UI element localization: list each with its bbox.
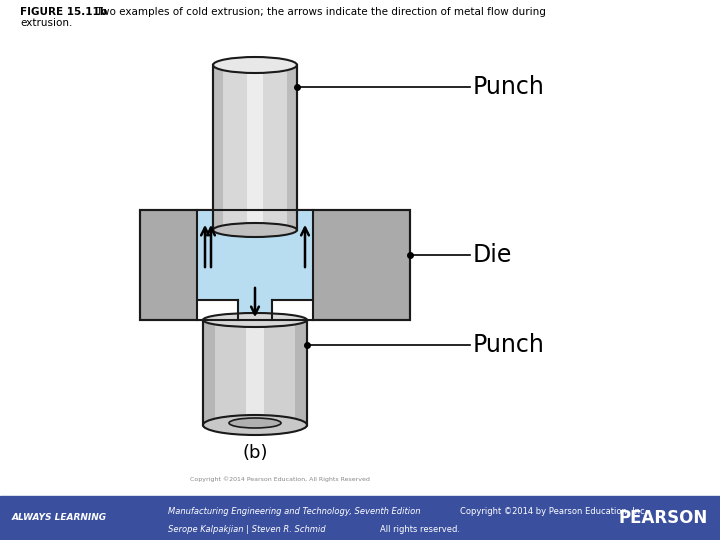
Bar <box>238 300 272 320</box>
Text: Copyright ©2014 by Pearson Education, Inc.: Copyright ©2014 by Pearson Education, In… <box>460 507 647 516</box>
Ellipse shape <box>229 418 281 428</box>
Bar <box>287 65 297 230</box>
Text: Punch: Punch <box>473 333 545 357</box>
Ellipse shape <box>213 223 297 237</box>
Bar <box>297 210 313 230</box>
Text: Die: Die <box>473 243 513 267</box>
Text: Manufacturing Engineering and Technology, Seventh Edition: Manufacturing Engineering and Technology… <box>168 507 420 516</box>
Bar <box>140 210 410 320</box>
Ellipse shape <box>203 313 307 327</box>
Ellipse shape <box>203 417 307 433</box>
Bar <box>203 320 215 425</box>
Text: ALWAYS LEARNING: ALWAYS LEARNING <box>12 514 107 523</box>
Bar <box>197 210 213 230</box>
Bar <box>197 210 313 320</box>
Bar <box>0 496 720 540</box>
Text: Punch: Punch <box>473 75 545 99</box>
Bar <box>248 65 263 230</box>
Ellipse shape <box>213 57 297 73</box>
Text: All rights reserved.: All rights reserved. <box>380 524 460 534</box>
Text: PEARSON: PEARSON <box>618 509 708 527</box>
Text: (b): (b) <box>242 444 268 462</box>
Bar <box>140 210 410 320</box>
Text: Serope Kalpakjian | Steven R. Schmid: Serope Kalpakjian | Steven R. Schmid <box>168 524 325 534</box>
Text: Two examples of cold extrusion; the arrows indicate the direction of metal flow : Two examples of cold extrusion; the arro… <box>90 7 546 17</box>
Bar <box>213 65 297 230</box>
Bar <box>294 320 307 425</box>
Ellipse shape <box>203 415 307 435</box>
Bar <box>197 230 313 300</box>
Text: Copyright ©2014 Pearson Education, All Rights Reserved: Copyright ©2014 Pearson Education, All R… <box>190 476 370 482</box>
Text: FIGURE 15.11b: FIGURE 15.11b <box>20 7 107 17</box>
Bar <box>213 65 223 230</box>
Bar <box>203 320 307 425</box>
Bar <box>246 320 264 425</box>
Text: extrusion.: extrusion. <box>20 18 73 28</box>
